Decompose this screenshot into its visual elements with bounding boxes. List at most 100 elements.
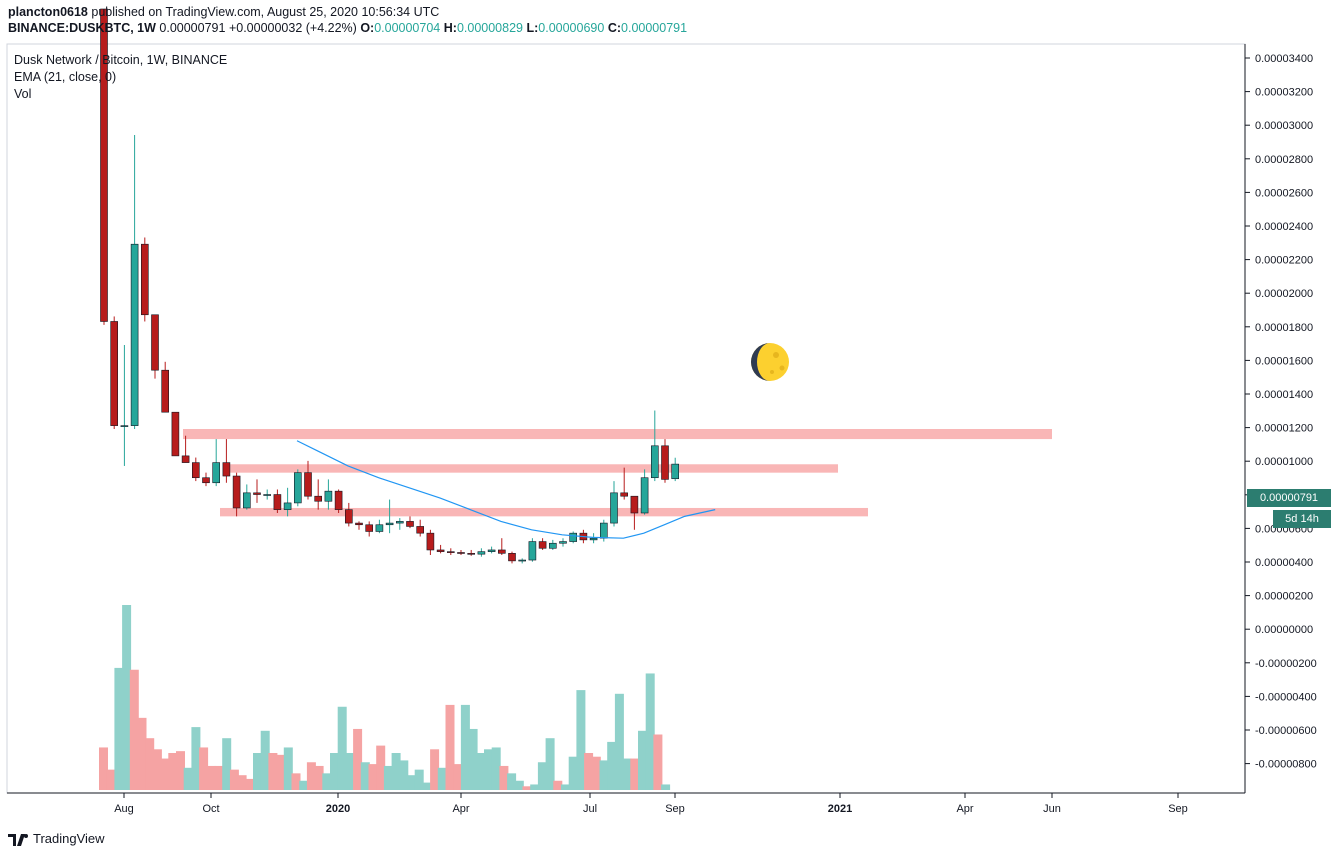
volume-bar — [360, 762, 370, 790]
candle — [416, 519, 425, 537]
candlesticks — [100, 8, 680, 564]
volume-bar — [129, 669, 139, 790]
candle — [508, 551, 516, 564]
time-tick-label: Oct — [202, 803, 219, 815]
tradingview-logo-text: TradingView — [33, 831, 105, 846]
volume-bar — [237, 775, 247, 790]
volume-bar — [137, 717, 147, 790]
plot-frame — [6, 43, 1246, 794]
candle — [661, 439, 669, 483]
candle — [365, 521, 374, 537]
price-tick-label: 0.00001400 — [1255, 389, 1313, 401]
candle — [467, 549, 476, 556]
tradingview-logo[interactable]: TradingView — [8, 831, 105, 846]
candle — [528, 538, 537, 562]
last-price-tag: 0.00000791 — [1247, 489, 1331, 507]
published-text: published on TradingView.com, August 25,… — [87, 5, 440, 19]
candle — [263, 489, 272, 500]
price-tick-label: 0.00002000 — [1255, 288, 1313, 300]
volume-bar — [152, 749, 162, 790]
candle — [355, 521, 363, 530]
volume-bar — [645, 673, 655, 790]
volume-bar — [283, 747, 293, 790]
volume-bar — [322, 773, 332, 790]
change-value: +0.00000032 (+4.22%) — [228, 21, 357, 35]
volume-bar — [214, 765, 224, 790]
candle — [671, 457, 680, 482]
moon-icon — [751, 343, 789, 381]
volume-bar — [445, 704, 455, 790]
volume-bar — [345, 753, 355, 790]
candle — [589, 533, 598, 544]
volume-bar — [191, 727, 201, 790]
price-tick-label: 0.00003000 — [1255, 120, 1313, 132]
resistance-zones — [183, 429, 1052, 517]
candle — [559, 538, 567, 547]
candle — [640, 469, 649, 515]
candle — [273, 489, 282, 513]
candle — [304, 460, 312, 500]
candle — [375, 519, 384, 534]
candle — [446, 548, 455, 555]
volume-bar — [568, 756, 578, 790]
volume-bar — [537, 762, 547, 790]
volume-bar — [468, 728, 478, 790]
volume-bar — [561, 784, 570, 790]
volume-bar — [106, 769, 116, 790]
time-tick-label: Apr — [956, 803, 973, 815]
volume-bar — [522, 786, 532, 790]
volume-bar — [576, 690, 586, 790]
price-tick-label: 0.00003200 — [1255, 87, 1313, 99]
volume-bar — [206, 765, 216, 790]
symbol-label: BINANCE:DUSKBTC, 1W — [8, 21, 156, 35]
price-tick-label: -0.00000600 — [1255, 725, 1317, 737]
price-tick-label: 0.00000000 — [1255, 624, 1313, 636]
candle — [610, 481, 618, 527]
time-axis[interactable]: Aug Oct 2020 Apr Jul Sep 2021 Apr Jun Sep — [114, 793, 1188, 815]
ema-line — [296, 440, 716, 539]
publisher-name[interactable]: plancton0618 — [8, 5, 88, 19]
candle — [385, 499, 394, 534]
candle — [192, 457, 200, 482]
volume-bar — [414, 769, 424, 790]
chart-legend: Dusk Network / Bitcoin, 1W, BINANCE EMA … — [14, 52, 227, 103]
volume-bar — [383, 765, 393, 790]
price-tick-label: 0.00002800 — [1255, 154, 1313, 166]
volume-bar — [484, 749, 493, 790]
volume-bar — [314, 765, 324, 790]
candle — [151, 314, 159, 379]
volume-bar — [407, 775, 416, 790]
candle — [171, 411, 180, 457]
close-label: C: — [607, 21, 622, 35]
volume-bar — [661, 784, 671, 790]
chart-header: plancton0618 published on TradingView.co… — [8, 4, 687, 36]
volume-bar — [607, 741, 617, 790]
candle — [436, 544, 445, 554]
price-tick-label: 0.00000200 — [1255, 591, 1313, 603]
low-value: 0.00000690 — [538, 21, 605, 35]
volume-bar — [276, 754, 286, 790]
candle — [110, 316, 118, 429]
price-tick-label: 0.00003400 — [1255, 53, 1313, 65]
volume-bar — [168, 753, 178, 790]
time-tick-label: Sep — [665, 803, 685, 815]
legend-volume[interactable]: Vol — [14, 87, 32, 101]
volume-bar — [591, 756, 601, 790]
candle — [620, 467, 629, 500]
legend-ema[interactable]: EMA (21, close, 0) — [14, 70, 117, 84]
volume-bar — [268, 753, 278, 790]
volume-bar — [391, 753, 401, 790]
volume-bar — [291, 773, 301, 790]
time-tick-label: Jul — [583, 803, 597, 815]
price-tick-label: -0.00000400 — [1255, 691, 1317, 703]
price-axis[interactable]: 0.00003400 0.00003200 0.00003000 0.00002800… — [1245, 53, 1317, 771]
time-tick-label: Sep — [1168, 803, 1188, 815]
volume-bar — [337, 706, 347, 790]
volume-bar — [584, 753, 594, 790]
price-tick-label: 0.00000400 — [1255, 557, 1313, 569]
legend-title[interactable]: Dusk Network / Bitcoin, 1W, BINANCE — [14, 53, 228, 67]
candle — [457, 549, 465, 555]
candle — [650, 410, 659, 482]
candle — [202, 472, 210, 487]
